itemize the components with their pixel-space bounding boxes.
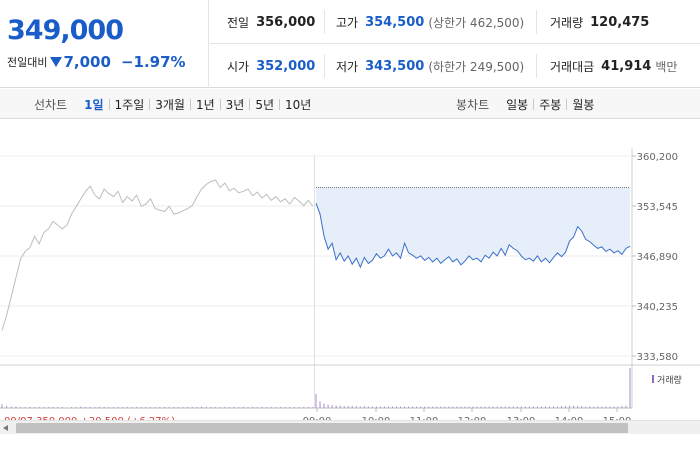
today-session-line [315,203,631,269]
y-tick-label: 333,580 [637,352,678,363]
period-tab-0[interactable]: 1일 [84,97,104,112]
volume-legend-swatch [652,375,654,383]
stat-label: 거래대금 [550,59,595,74]
stat-open: 시가 352,000 [227,44,315,88]
period-tab-5[interactable]: 5년 [255,97,275,112]
divider [536,54,537,78]
y-tick-label: 340,235 [637,302,678,313]
stat-value: 354,500 [365,14,425,30]
stat-value: 343,500 [365,58,425,74]
toolbar-divider [533,98,535,110]
stat-trading-value: 거래대금 41,914 백만 [550,44,677,88]
change-value: 7,000 [63,53,111,71]
period-tab-3[interactable]: 1년 [195,97,215,112]
stat-label: 고가 [336,15,359,30]
line-chart-title: 선차트 [34,97,68,112]
y-tick-label: 346,890 [637,252,678,263]
y-tick-label: 353,545 [637,202,678,213]
divider [324,54,325,78]
stat-label: 전일 [227,15,250,30]
candle-tab-2[interactable]: 월봉 [572,97,595,112]
stat-value: 356,000 [256,14,316,30]
stat-volume: 거래량 120,475 [550,0,649,44]
scroll-left-arrow-icon[interactable] [3,425,8,431]
price-chart-svg: 360,200353,545346,890340,235333,580거래량09… [0,148,700,427]
horizontal-scrollbar[interactable] [0,420,700,434]
stat-grid: 전일 356,000 고가 354,500 (상한가 462,500) 거래량 … [210,0,700,88]
period-tab-2[interactable]: 3개월 [155,97,185,112]
stat-prev-close: 전일 356,000 [227,0,315,44]
stat-sub: (상한가 462,500) [428,15,525,30]
quote-summary: 349,000 전일대비 7,000 −1.97% 전일 356,000 고가 … [0,0,700,88]
toolbar-divider [279,98,281,110]
scrollbar-thumb[interactable] [16,423,628,433]
period-tab-6[interactable]: 10년 [285,97,312,112]
current-price: 349,000 [7,15,124,46]
y-tick-label: 360,200 [637,152,678,163]
toolbar-divider [249,98,251,110]
toolbar-divider [149,98,151,110]
period-tab-4[interactable]: 3년 [225,97,245,112]
current-price-box: 349,000 전일대비 7,000 −1.97% [0,0,209,88]
candle-tab-1[interactable]: 주봉 [539,97,562,112]
toolbar-divider [566,98,568,110]
chart-toolbar: 선차트 1일 1주일 3개월 1년 3년 5년 10년 봉차트 일봉 주봉 월봉 [0,89,700,119]
toolbar-divider [189,98,191,110]
stat-sub: (하한가 249,500) [428,59,525,74]
candle-tab-0[interactable]: 일봉 [506,97,529,112]
stat-high: 고가 354,500 (상한가 462,500) [336,0,524,44]
price-chart: 360,200353,545346,890340,235333,580거래량09… [0,120,700,427]
stat-value: 41,914 [601,58,652,74]
stat-low: 저가 343,500 (하한가 249,500) [336,44,524,88]
change-percent: −1.97% [120,53,186,71]
previous-session-line [1,179,314,331]
down-triangle-icon [50,57,63,67]
period-selector: 선차트 1일 1주일 3개월 1년 3년 5년 10년 [34,89,316,119]
period-tab-1[interactable]: 1주일 [114,97,145,112]
stat-sub: 백만 [655,59,678,74]
divider [536,10,537,34]
change-label: 전일대비 [7,56,48,69]
today-area-fill [316,187,630,268]
toolbar-divider [219,98,221,110]
stat-label: 거래량 [550,15,584,30]
stat-row-1: 전일 356,000 고가 354,500 (상한가 462,500) 거래량 … [210,0,700,44]
volume-legend-label: 거래량 [657,374,682,386]
divider [324,10,325,34]
stat-label: 시가 [227,59,250,74]
stat-row-2: 시가 352,000 저가 343,500 (하한가 249,500) 거래대금… [210,44,700,88]
stat-value: 120,475 [590,14,650,30]
toolbar-divider [108,98,110,110]
price-change-row: 전일대비 7,000 −1.97% [7,53,186,71]
candle-chart-title: 봉차트 [456,97,490,112]
candle-selector: 봉차트 일봉 주봉 월봉 [456,89,599,119]
stat-value: 352,000 [256,58,316,74]
stat-label: 저가 [336,59,359,74]
